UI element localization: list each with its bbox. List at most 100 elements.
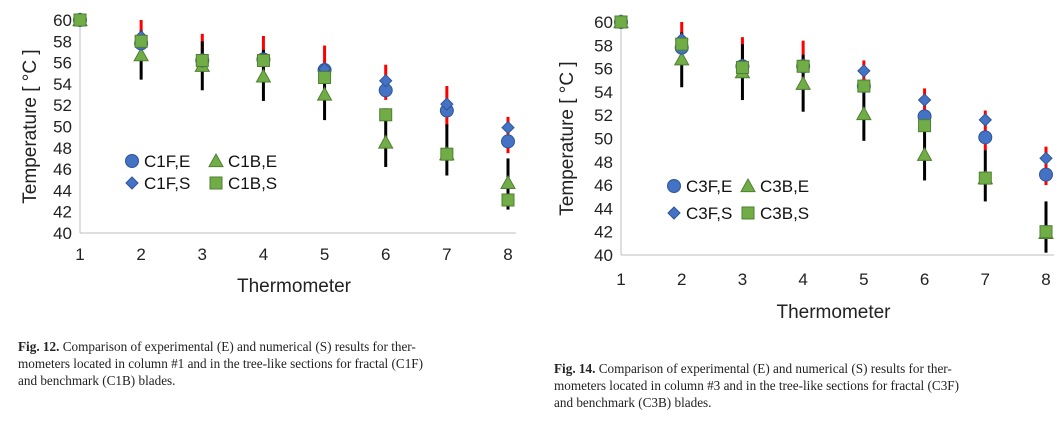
data-point-square — [318, 71, 332, 85]
legend-marker-square — [741, 206, 755, 220]
x-tick-label: 3 — [198, 245, 207, 264]
data-point-diamond — [440, 97, 454, 111]
y-tick-label: 44 — [594, 199, 613, 218]
y-tick-label: 50 — [594, 130, 613, 149]
x-tick-label: 5 — [859, 270, 868, 289]
legend-marker-triangle — [740, 177, 756, 193]
data-point-triangle — [916, 146, 933, 161]
legend-marker-square — [209, 176, 223, 190]
y-axis-title: Temperature [ °C ] — [20, 49, 41, 203]
series-square — [73, 13, 515, 207]
y-tick-label: 58 — [53, 32, 72, 51]
y-tick-label: 44 — [53, 181, 72, 200]
figure-12: 40 42 44 46 48 50 52 54 56 58 60 1 2 3 4 5 6 7 8 Thermomete… — [0, 0, 530, 421]
x-tick-label: 2 — [677, 270, 686, 289]
caption-line-1-fig14: Comparison of experimental (E) and numer… — [598, 361, 952, 376]
y-tick-label: 50 — [53, 118, 72, 137]
data-point-square — [796, 59, 810, 73]
legend-label: C3F,E — [686, 177, 732, 196]
data-point-square — [256, 53, 270, 67]
y-tick-label: 54 — [594, 83, 613, 102]
y-tick-label: 58 — [594, 36, 613, 55]
legend-marker-diamond — [125, 176, 139, 190]
data-point-circle — [1039, 167, 1053, 182]
caption-line-2-fig14: mometers located in column #3 and in the… — [554, 378, 960, 393]
legend-label: C3F,S — [686, 204, 732, 223]
data-point-triangle — [673, 51, 690, 66]
y-tick-label: 56 — [594, 60, 613, 79]
x-tick-label: 8 — [503, 245, 512, 264]
y-tick-label: 40 — [53, 224, 72, 243]
y-tick-label: 56 — [53, 54, 72, 73]
y-tick-label: 42 — [53, 203, 72, 222]
data-point-square — [614, 15, 628, 29]
legend-label: C1B,E — [228, 152, 277, 171]
data-point-square — [675, 37, 689, 51]
data-point-diamond — [917, 93, 932, 107]
data-point-square — [440, 147, 454, 161]
y-tick-label: 60 — [53, 11, 72, 30]
data-point-square — [379, 108, 393, 122]
legend: C1F,E C1F,S C1B,E C1B,S — [125, 152, 277, 193]
data-point-square — [978, 171, 992, 185]
data-point-triangle — [856, 106, 872, 121]
y-tick-label: 42 — [594, 223, 613, 242]
y-tick-label: 46 — [53, 160, 72, 179]
x-tick-label: 3 — [738, 270, 747, 289]
x-tick-label: 4 — [259, 245, 268, 264]
y-tick-label: 40 — [594, 246, 613, 265]
caption-line-2-fig12: mometers located in column #1 and in the… — [18, 356, 424, 371]
y-tick-label: 52 — [594, 106, 613, 125]
data-point-diamond — [978, 113, 992, 127]
data-point-square — [735, 60, 749, 74]
x-tick-label: 2 — [136, 245, 145, 264]
data-point-triangle — [377, 134, 394, 149]
x-axis-title: Thermometer — [237, 276, 352, 297]
data-point-square — [1039, 225, 1053, 239]
y-tick-label: 52 — [53, 96, 72, 115]
data-point-square — [918, 119, 932, 133]
x-tick-label: 7 — [981, 270, 990, 289]
legend: C3F,E C3F,S C3B,E C3B,S — [667, 177, 809, 223]
data-point-diamond — [1039, 151, 1053, 166]
y-axis-title: Temperature [ °C ] — [557, 61, 578, 215]
y-tick-label: 48 — [594, 153, 613, 172]
caption-label-fig12: Fig. 12. — [18, 339, 60, 354]
legend-marker-circle — [125, 154, 139, 168]
x-tick-label: 5 — [320, 245, 329, 264]
data-point-square — [134, 34, 148, 48]
legend-label: C1F,S — [144, 174, 190, 193]
caption-fig12: Fig. 12. Comparison of experimental (E) … — [18, 338, 528, 389]
data-point-diamond — [857, 64, 871, 78]
legend-marker-circle — [667, 179, 681, 193]
y-tick-label: 48 — [53, 139, 72, 158]
x-tick-label: 4 — [798, 270, 807, 289]
x-tick-label: 1 — [616, 270, 625, 289]
data-point-diamond — [501, 120, 515, 135]
legend-label: C3B,E — [760, 177, 809, 196]
data-point-circle — [501, 134, 515, 149]
caption-line-3-fig14: and benchmark (C3B) blades. — [554, 395, 712, 410]
data-point-square — [73, 13, 87, 27]
y-tick-label: 54 — [53, 75, 72, 94]
data-point-circle — [978, 130, 993, 145]
legend-label: C3B,S — [760, 204, 809, 223]
data-point-triangle — [500, 174, 516, 190]
data-point-triangle — [795, 75, 811, 90]
x-tick-label: 6 — [920, 270, 929, 289]
legend-label: C1F,E — [144, 152, 190, 171]
data-point-triangle — [255, 68, 272, 83]
legend-marker-diamond — [667, 206, 681, 220]
data-point-triangle — [316, 86, 333, 101]
caption-line-1-fig12: Comparison of experimental (E) and numer… — [62, 339, 416, 354]
x-tick-label: 1 — [75, 245, 84, 264]
caption-line-3-fig12: and benchmark (C1B) blades. — [18, 373, 176, 388]
data-point-square — [501, 193, 515, 207]
series-square — [614, 15, 1053, 239]
legend-label: C1B,S — [228, 174, 277, 193]
x-tick-label: 8 — [1041, 270, 1050, 289]
data-point-square — [857, 79, 871, 93]
x-tick-label: 7 — [442, 245, 451, 264]
